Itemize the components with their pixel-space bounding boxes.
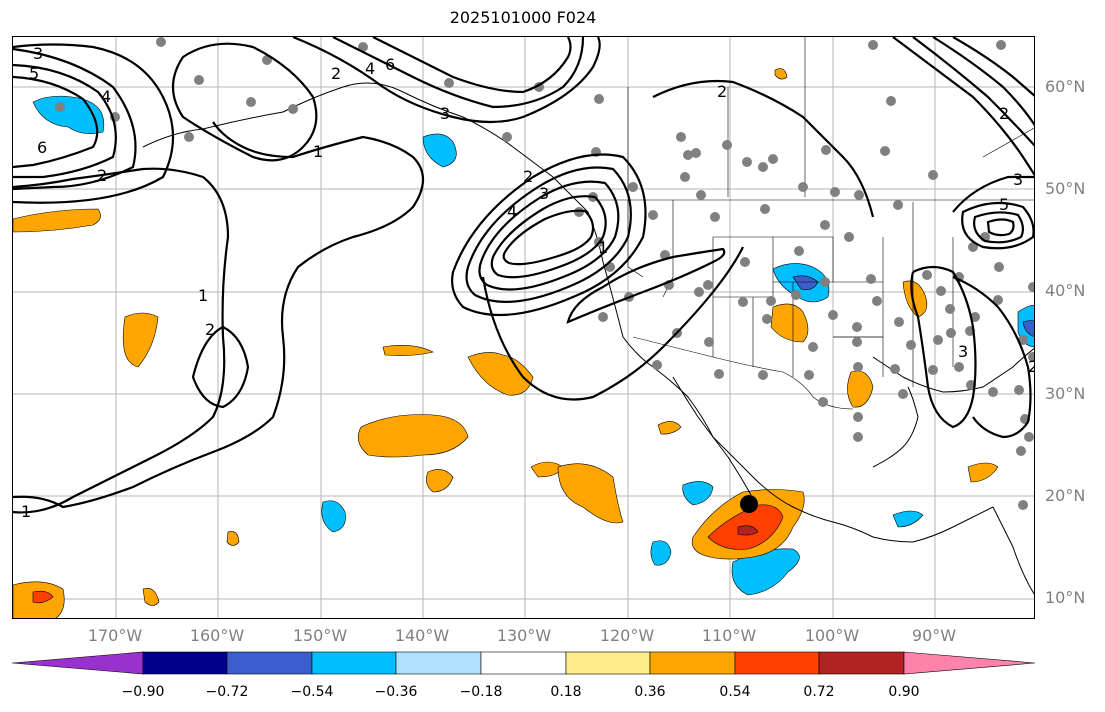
shaded-anomalies <box>13 68 1034 618</box>
colorbar-segment <box>12 651 144 675</box>
colorbar-segment <box>142 651 228 675</box>
coastlines <box>142 82 1034 595</box>
lat-label-40n: 40°N <box>1045 281 1086 300</box>
lat-label-10n: 10°N <box>1045 588 1086 607</box>
contour-label: 6 <box>385 55 395 74</box>
contour-label: 2 <box>717 82 727 101</box>
lon-label-110w: 110°W <box>701 626 757 645</box>
gridlines <box>13 37 1034 618</box>
lat-label-20n: 20°N <box>1045 486 1086 505</box>
lon-label-90w: 90°W <box>911 626 957 645</box>
colorbar-tick: 0.72 <box>803 684 835 700</box>
lon-label-130w: 130°W <box>496 626 552 645</box>
colorbar-segment <box>649 651 736 675</box>
lat-label-30n: 30°N <box>1045 384 1086 403</box>
contour-label: 3 <box>440 104 450 123</box>
lat-label-50n: 50°N <box>1045 179 1086 198</box>
colorbar-tick: 0.36 <box>634 684 666 700</box>
contour-label: 3 <box>33 44 43 63</box>
colorbar-segment <box>818 651 905 675</box>
contour-label: 1 <box>313 142 323 161</box>
map-title: 2025101000 F024 <box>449 8 597 27</box>
contour-label: 3 <box>958 342 968 361</box>
contour-lines <box>13 37 1034 514</box>
colorbar-tick: 0.54 <box>719 684 751 700</box>
colorbar-segment <box>226 651 313 675</box>
contour-label: 2 <box>1028 357 1035 376</box>
colorbar-segment <box>480 651 567 675</box>
colorbar-tick: −0.18 <box>459 684 503 700</box>
contour-label: 1 <box>198 286 208 305</box>
contour-label: 2 <box>331 64 341 83</box>
lon-label-100w: 100°W <box>804 626 860 645</box>
contour-label: 2 <box>999 104 1009 123</box>
lon-label-170w: 170°W <box>87 626 143 645</box>
contour-label: 5 <box>29 64 39 83</box>
colorbar-tick: −0.36 <box>374 684 418 700</box>
contour-label: 4 <box>101 87 111 106</box>
colorbar-segment <box>565 651 651 675</box>
map-frame: 3 5 4 6 2 1 2 4 6 3 2 3 4 1 2 3 5 2 1 1 … <box>12 36 1035 619</box>
colorbar-tick: −0.54 <box>290 684 334 700</box>
station-markers <box>55 37 1034 510</box>
lon-label-160w: 160°W <box>189 626 245 645</box>
colorbar-segment <box>734 651 820 675</box>
colorbar-tick: −0.72 <box>205 684 249 700</box>
colorbar-segment <box>903 651 1035 675</box>
contour-label: 1 <box>21 502 31 521</box>
lat-label-60n: 60°N <box>1045 77 1086 96</box>
contour-label: 1 <box>598 238 608 257</box>
contour-label: 2 <box>97 166 107 185</box>
contour-label: 2 <box>205 320 215 339</box>
colorbar <box>12 651 1035 675</box>
contour-label: 4 <box>365 59 375 78</box>
contour-label: 4 <box>507 202 517 221</box>
colorbar-segment <box>311 651 397 675</box>
map-canvas: 3 5 4 6 2 1 2 4 6 3 2 3 4 1 2 3 5 2 1 1 … <box>13 37 1035 618</box>
contour-labels: 3 5 4 6 2 1 2 4 6 3 2 3 4 1 2 3 5 2 1 1 … <box>21 44 1035 521</box>
lon-label-120w: 120°W <box>599 626 655 645</box>
lon-label-140w: 140°W <box>394 626 450 645</box>
colorbar-tick: 0.90 <box>888 684 920 700</box>
contour-label: 6 <box>37 138 47 157</box>
lon-label-150w: 150°W <box>292 626 348 645</box>
colorbar-segment <box>395 651 482 675</box>
contour-label: 5 <box>999 195 1009 214</box>
colorbar-tick: −0.90 <box>121 684 165 700</box>
contour-label: 2 <box>523 167 533 186</box>
storm-center-marker <box>740 495 758 513</box>
contour-label: 3 <box>1013 170 1023 189</box>
contour-label: 3 <box>539 184 549 203</box>
colorbar-tick: 0.18 <box>550 684 582 700</box>
